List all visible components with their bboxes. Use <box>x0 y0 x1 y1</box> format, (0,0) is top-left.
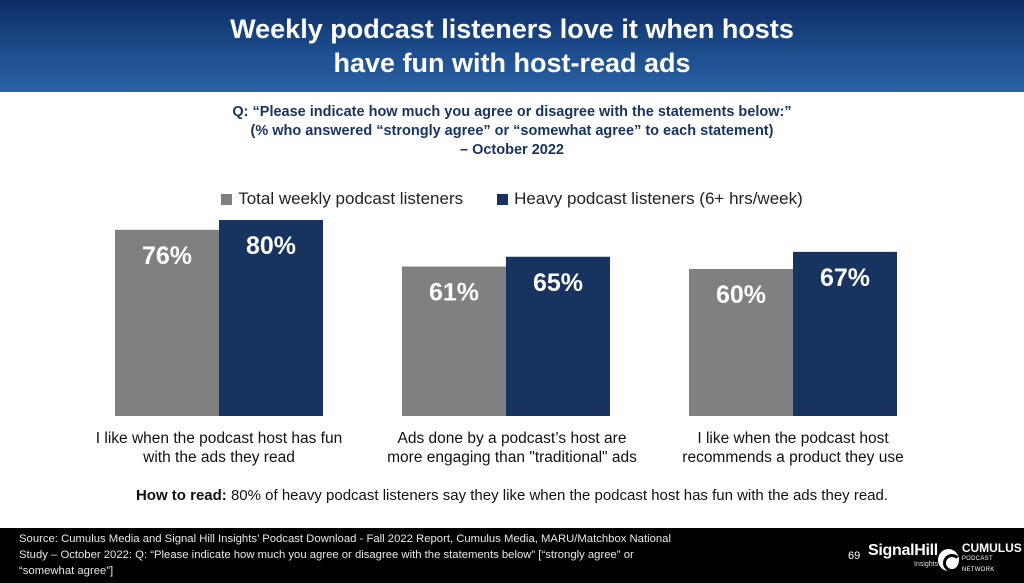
signal-hill-logo-subtext: Insights <box>914 561 939 568</box>
category-label-1-line-1: I like when the podcast host has fun <box>95 430 343 447</box>
bar-heavy-3 <box>793 251 897 416</box>
survey-question: Q: “Please indicate how much you agree o… <box>0 103 1024 160</box>
bar-total-2 <box>402 266 506 416</box>
legend-item-total: Total weekly podcast listeners <box>221 189 463 209</box>
source-line-2: Study – October 2022: Q: “Please indicat… <box>19 549 634 561</box>
legend-swatch-heavy <box>497 193 509 205</box>
data-label-heavy-3: 67% <box>820 264 870 292</box>
legend-label-total: Total weekly podcast listeners <box>238 189 464 208</box>
question-line-2: (% who answered “strongly agree” or “som… <box>250 123 774 139</box>
bar-chart: 76% 61% 60% 80% 65% 67% <box>115 220 897 416</box>
category-label-2-line-2: more engaging than "traditional" ads <box>387 449 637 466</box>
data-label-total-1: 76% <box>142 242 192 270</box>
signal-hill-logo: SignalHill Insights <box>868 542 938 568</box>
category-label-2: Ads done by a podcast’s host are more en… <box>382 429 642 467</box>
how-to-read: How to read: 80% of heavy podcast listen… <box>0 487 1024 504</box>
bar-heavy-1 <box>219 220 323 416</box>
bar-total-3 <box>689 269 793 416</box>
category-label-1-line-2: with the ads they read <box>143 449 295 466</box>
cumulus-c-icon <box>938 548 961 572</box>
source-line-3: “somewhat agree”] <box>19 565 114 577</box>
cumulus-logo-subtext: PODCAST NETWORK <box>961 556 995 573</box>
category-label-3-line-2: recommends a product they use <box>682 449 904 466</box>
category-label-1: I like when the podcast host has fun wit… <box>94 429 344 467</box>
source-line-1: Source: Cumulus Media and Signal Hill In… <box>19 533 671 545</box>
source-citation: Source: Cumulus Media and Signal Hill In… <box>19 531 759 579</box>
category-label-2-line-1: Ads done by a podcast’s host are <box>397 430 627 447</box>
cumulus-logo: CUMULUS PODCAST NETWORK <box>938 541 1024 576</box>
category-label-3: I like when the podcast host recommends … <box>668 429 918 467</box>
cumulus-logo-text: CUMULUS <box>961 541 1022 555</box>
how-to-read-label: How to read: <box>135 487 227 504</box>
data-label-total-2: 61% <box>429 279 479 307</box>
data-label-heavy-1: 80% <box>246 232 296 260</box>
page-title-line-2: have fun with host-read ads <box>333 48 691 78</box>
how-to-read-text: 80% of heavy podcast listeners say they … <box>226 487 889 504</box>
bar-heavy-2 <box>506 256 610 416</box>
page-title-line-1: Weekly podcast listeners love it when ho… <box>230 14 794 44</box>
title-banner: Weekly podcast listeners love it when ho… <box>0 0 1024 92</box>
data-label-total-3: 60% <box>716 281 766 309</box>
footer: Source: Cumulus Media and Signal Hill In… <box>0 528 1024 583</box>
legend-swatch-total <box>221 193 233 205</box>
category-label-3-line-1: I like when the podcast host <box>697 430 889 447</box>
page-number: 69 <box>848 550 861 562</box>
bar-total-1 <box>115 229 219 416</box>
question-line-3: – October 2022 <box>460 142 564 158</box>
chart-legend: Total weekly podcast listeners Heavy pod… <box>0 189 1024 209</box>
data-label-heavy-2: 65% <box>533 269 583 297</box>
question-line-1: Q: “Please indicate how much you agree o… <box>232 104 792 120</box>
legend-item-heavy: Heavy podcast listeners (6+ hrs/week) <box>497 189 803 209</box>
signal-hill-logo-text: SignalHill <box>868 542 938 559</box>
legend-label-heavy: Heavy podcast listeners (6+ hrs/week) <box>514 189 803 208</box>
